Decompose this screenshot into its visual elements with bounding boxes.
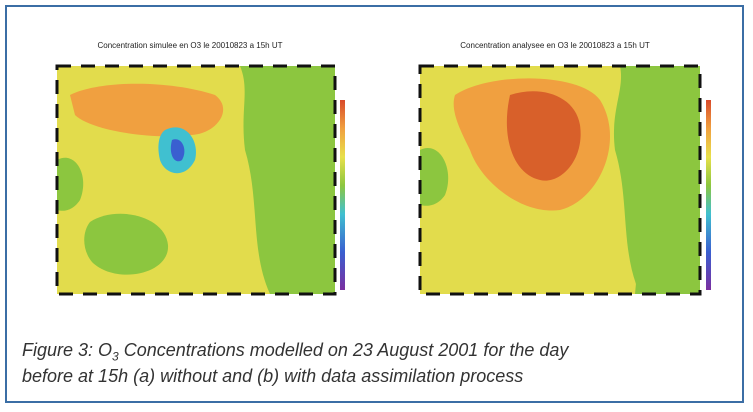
figure: Concentration simulee en O3 le 20010823 … [55,41,711,296]
caption-text: Concentrations modelled on 23 August 200… [118,340,569,360]
caption-text: Figure 3: O [22,340,113,360]
frame [5,5,744,403]
panel-title: Concentration simulee en O3 le 20010823 … [97,41,282,50]
panel-title: Concentration analysee en O3 le 20010823… [460,41,650,50]
caption-line: Figure 3: O3 Concentrations modelled on … [22,340,568,364]
caption-subscript: 3 [112,349,119,364]
map-a: Concentration simulee en O3 le 20010823 … [55,41,345,296]
caption-line: before at 15h (a) without and (b) with d… [22,366,524,386]
map-b: Concentration analysee en O3 le 20010823… [418,41,711,296]
